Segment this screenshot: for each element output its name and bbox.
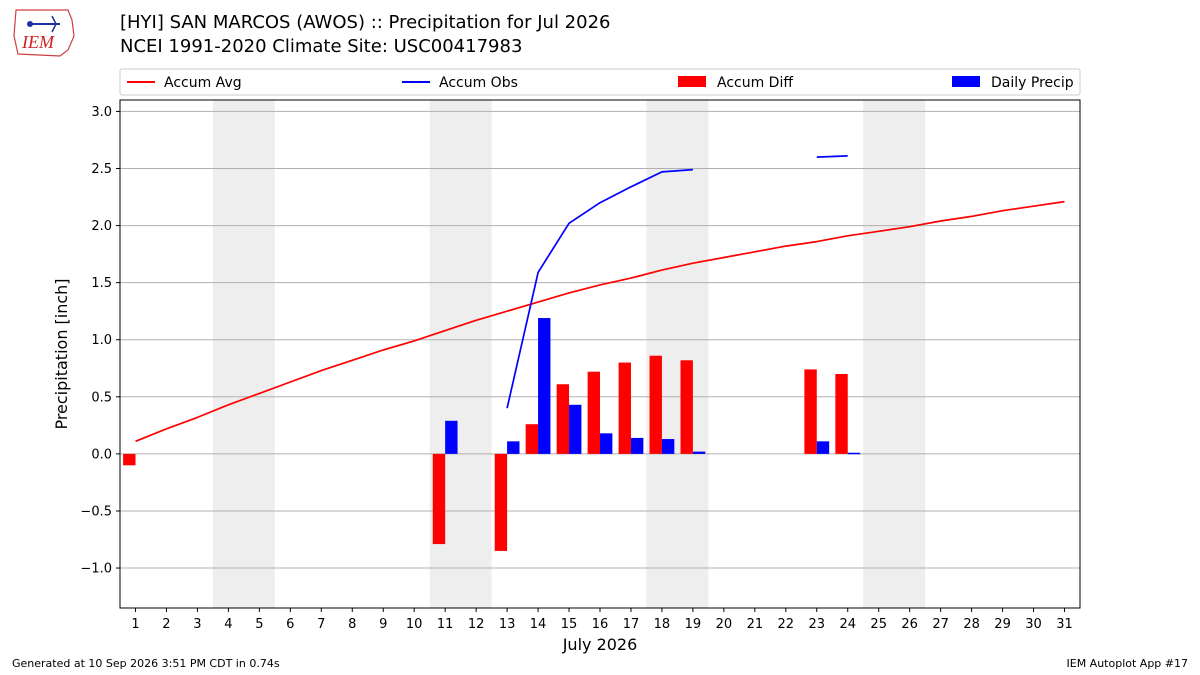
weekend-shade-4 [863,100,926,608]
app-label: IEM Autoplot App #17 [1066,657,1189,670]
legend-label-accum-diff: Accum Diff [717,75,793,91]
y-gridlines [120,110,1080,569]
x-tick-label: 21 [747,617,764,632]
y-tick-label: −1.0 [80,562,112,577]
legend: Accum Avg Accum Obs Accum Diff Daily Precip [119,68,1081,96]
lines [135,155,1065,443]
x-tick-label: 16 [592,617,609,632]
chart-subtitle: NCEI 1991-2020 Climate Site: USC00417983 [120,36,523,57]
daily-precip-bar-day-13 [507,441,520,454]
legend-swatch-accum-diff [678,76,706,87]
x-tick-label: 9 [379,617,387,632]
x-tick-label: 31 [1056,617,1073,632]
accum-diff-bar-day-11 [432,453,446,545]
y-tick-label: 3.0 [91,105,112,120]
y-tick-label: 2.5 [91,162,112,177]
x-tick-label: 15 [561,617,578,632]
bars [123,318,861,551]
x-tick-label: 26 [901,617,918,632]
legend-frame [119,68,1081,96]
x-tick-label: 22 [778,617,795,632]
daily-precip-bar-day-18 [661,439,675,454]
x-tick-label: 4 [224,617,232,632]
weekend-shading [212,100,926,608]
y-tick-label: 2.0 [91,219,112,234]
daily-precip-bar-day-15 [569,404,582,454]
y-tick-label: 1.0 [91,333,112,348]
iem-logo: IEM [13,9,75,57]
accum-diff-bar-day-14 [525,424,539,454]
accum-avg-line-segment-1 [135,200,1065,443]
accum-diff-bar-day-13 [494,453,508,551]
accum-obs-line-segment-1 [506,168,693,409]
y-tick-label: 0.5 [91,390,112,405]
accum-diff-bar-day-18 [649,355,662,454]
x-tick-label: 17 [623,617,640,632]
x-axis-label: July 2026 [562,635,638,654]
legend-label-accum-obs: Accum Obs [439,75,518,91]
x-tick-label: 6 [286,617,294,632]
x-tick-label: 19 [685,617,702,632]
daily-precip-bar-day-11 [445,420,458,454]
legend-label-daily-precip: Daily Precip [991,75,1074,91]
y-axis-label: Precipitation [inch] [52,278,71,429]
x-tick-label: 10 [406,617,423,632]
x-tick-label: 24 [839,617,856,632]
x-tick-label: 2 [162,617,170,632]
accum-diff-bar-day-15 [556,384,570,454]
x-tick-label: 11 [437,617,454,632]
x-tick-label: 12 [468,617,485,632]
daily-precip-bar-day-17 [630,437,644,454]
y-tick-label: 0.0 [91,447,112,462]
chart-title: [HYI] SAN MARCOS (AWOS) :: Precipitation… [120,12,611,33]
weekend-shade-1 [212,100,275,608]
x-tick-label: 3 [193,617,201,632]
x-tick-label: 1 [131,617,139,632]
x-tick-label: 25 [870,617,887,632]
x-tick-label: 7 [317,617,325,632]
daily-precip-bar-day-16 [600,433,613,454]
daily-precip-bar-day-19 [692,451,706,454]
accum-diff-bar-day-1 [123,453,136,466]
legend-label-accum-avg: Accum Avg [164,75,242,91]
x-tick-label: 13 [499,617,516,632]
daily-precip-bar-day-24 [847,452,861,455]
y-tick-label: −0.5 [80,504,112,519]
x-tick-label: 18 [654,617,671,632]
weekend-shade-3 [646,100,709,608]
accum-diff-bar-day-23 [804,369,817,454]
logo-text: IEM [21,32,55,52]
accum-diff-bar-day-17 [618,362,631,454]
accum-diff-bar-day-24 [835,373,848,454]
legend-swatch-daily-precip [952,76,980,87]
x-tick-label: 5 [255,617,263,632]
x-tick-label: 29 [994,617,1011,632]
x-tick-label: 23 [809,617,826,632]
generated-timestamp: Generated at 10 Sep 2026 3:51 PM CDT in … [12,657,280,670]
daily-precip-bar-day-14 [538,318,551,454]
x-tick-label: 14 [530,617,547,632]
axis-ticks: −1.0−0.50.00.51.01.52.02.53.01 2 3 4 5 6 7 8 9 10… [80,105,1072,632]
daily-precip-bar-day-23 [816,441,830,454]
x-tick-label: 8 [348,617,356,632]
x-tick-label: 20 [716,617,733,632]
accum-obs-line-segment-2 [816,155,848,158]
x-tick-label: 27 [932,617,949,632]
x-tick-label: 28 [963,617,980,632]
x-tick-label: 30 [1025,617,1042,632]
y-tick-label: 1.5 [91,276,112,291]
accum-diff-bar-day-16 [587,371,600,454]
accum-diff-bar-day-19 [680,360,693,454]
